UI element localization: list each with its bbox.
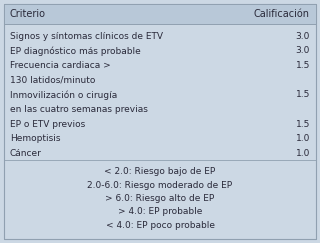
Text: Hemoptisis: Hemoptisis — [10, 134, 60, 143]
Bar — [4, 4, 316, 24]
Text: Inmovilización o cirugía: Inmovilización o cirugía — [10, 90, 117, 100]
Text: Frecuencia cardiaca >: Frecuencia cardiaca > — [10, 61, 111, 70]
Text: > 4.0: EP probable: > 4.0: EP probable — [118, 208, 202, 217]
Text: en las cuatro semanas previas: en las cuatro semanas previas — [10, 105, 148, 114]
Text: Criterio: Criterio — [10, 9, 46, 19]
Text: > 6.0: Riesgo alto de EP: > 6.0: Riesgo alto de EP — [105, 194, 215, 203]
Text: 2.0-6.0: Riesgo moderado de EP: 2.0-6.0: Riesgo moderado de EP — [87, 181, 233, 190]
Text: < 2.0: Riesgo bajo de EP: < 2.0: Riesgo bajo de EP — [104, 167, 216, 176]
Text: EP o ETV previos: EP o ETV previos — [10, 120, 85, 129]
Text: 1.0: 1.0 — [296, 149, 310, 158]
Text: 1.5: 1.5 — [296, 61, 310, 70]
Text: 3.0: 3.0 — [296, 32, 310, 41]
Text: < 4.0: EP poco probable: < 4.0: EP poco probable — [106, 221, 214, 230]
Text: EP diagnóstico más probable: EP diagnóstico más probable — [10, 46, 141, 56]
Text: Signos y síntomas clínicos de ETV: Signos y síntomas clínicos de ETV — [10, 32, 163, 41]
Text: 1.5: 1.5 — [296, 90, 310, 99]
Text: 130 latidos/minuto: 130 latidos/minuto — [10, 76, 95, 85]
Text: Calificación: Calificación — [254, 9, 310, 19]
Text: Cáncer: Cáncer — [10, 149, 42, 158]
Text: 1.5: 1.5 — [296, 120, 310, 129]
Text: 3.0: 3.0 — [296, 46, 310, 55]
Text: 1.0: 1.0 — [296, 134, 310, 143]
